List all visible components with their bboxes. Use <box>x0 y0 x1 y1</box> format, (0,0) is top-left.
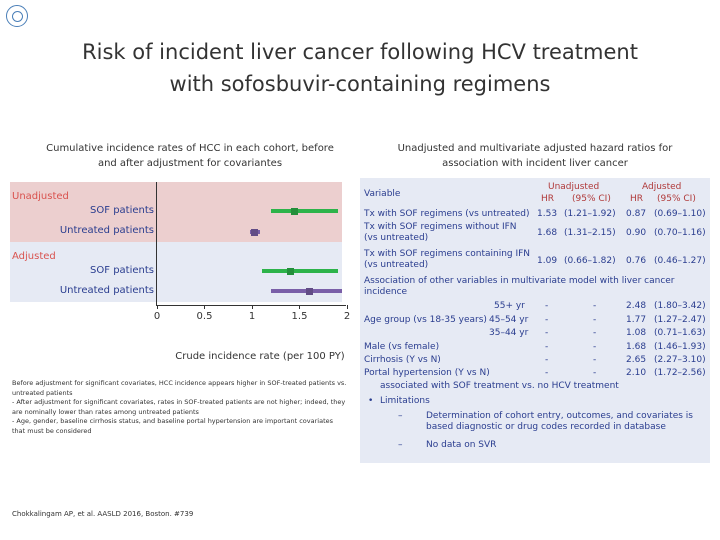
hr-row-a-ci: (0.70–1.16) <box>654 228 706 238</box>
age-row-u-ci: - <box>593 315 597 325</box>
hr-row-u-hr: 1.68 <box>537 228 558 238</box>
group-label-adjusted: Adjusted <box>12 251 56 262</box>
other-row-u-ci: - <box>593 355 597 365</box>
row-label-unadjusted-untreated: Untreated patients <box>59 225 154 236</box>
hr-row-a-ci: (0.69–1.10) <box>654 209 706 219</box>
other-row-a-ci: (1.72–2.56) <box>654 368 706 378</box>
age-row-label: 45–54 yr <box>489 315 529 325</box>
unadjusted-ci-header: (95% CI) <box>572 194 611 204</box>
hr-row-u-ci: (0.66–1.82) <box>564 256 616 266</box>
age-row-label: 55+ yr <box>494 301 525 311</box>
bullet-dot-icon: • <box>368 396 374 406</box>
age-row-label: 35–44 yr <box>489 328 529 338</box>
x-axis-line <box>156 305 346 306</box>
age-row-a-hr: 2.48 <box>626 301 647 311</box>
other-row-a-hr: 2.65 <box>626 355 647 365</box>
dash-icon: – <box>398 440 403 450</box>
hr-row-u-hr: 1.09 <box>537 256 558 266</box>
adjusted-hr-header: HR <box>630 194 644 204</box>
right-heading: Unadjusted and multivariate adjusted haz… <box>397 143 673 169</box>
x-tick-mark <box>204 305 205 309</box>
slide-title: Risk of incident liver cancer following … <box>0 36 720 100</box>
left-heading: Cumulative incidence rates of HCC in eac… <box>46 143 334 169</box>
estimate-point <box>251 228 259 236</box>
x-tick-mark <box>346 305 348 309</box>
dash-icon: – <box>398 411 403 421</box>
adjusted-header: Adjusted <box>642 182 682 192</box>
estimate-point <box>291 207 299 215</box>
hr-row-a-hr: 0.90 <box>626 228 647 238</box>
age-row-u-ci: - <box>593 301 597 311</box>
age-row-u-hr: - <box>545 328 549 338</box>
group-label-unadjusted: Unadjusted <box>12 191 69 202</box>
other-row-label: Cirrhosis (Y vs N) <box>364 355 441 365</box>
unadjusted-header: Unadjusted <box>548 182 600 192</box>
other-row-label: Portal hypertension (Y vs N) <box>364 368 490 378</box>
other-row-a-ci: (2.27–3.10) <box>654 355 706 365</box>
row-label-unadjusted-sof: SOF patients <box>90 205 154 216</box>
hr-row-u-ci: (1.31–2.15) <box>564 228 616 238</box>
other-row-label: Male (vs female) <box>364 342 440 352</box>
y-axis-line <box>156 182 157 306</box>
x-axis-title: Crude incidence rate (per 100 PY) <box>175 351 345 362</box>
unadjusted-hr-header: HR <box>541 194 555 204</box>
other-row-u-hr: - <box>545 355 549 365</box>
limitation-1: Determination of cohort entry, outcomes,… <box>426 411 693 432</box>
x-tick-label: 0.5 <box>196 311 213 322</box>
x-tick-mark <box>299 305 300 309</box>
age-group-label: Age group (vs 18-35 years) <box>364 315 487 325</box>
other-row-a-ci: (1.46–1.93) <box>654 342 706 352</box>
x-tick-label: 1 <box>248 311 256 322</box>
other-row-a-hr: 1.68 <box>626 342 647 352</box>
other-row-u-hr: - <box>545 342 549 352</box>
age-row-u-hr: - <box>545 315 549 325</box>
hr-row-a-hr: 0.76 <box>626 256 647 266</box>
age-row-u-ci: - <box>593 328 597 338</box>
hr-row-u-hr: 1.53 <box>537 209 558 219</box>
adjusted-ci-header: (95% CI) <box>657 194 696 204</box>
limitation-2: No data on SVR <box>426 440 497 450</box>
notes-block: Before adjustment for significant covari… <box>12 379 347 436</box>
age-row-u-hr: - <box>545 301 549 311</box>
variable-header: Variable <box>364 189 401 199</box>
age-row-a-hr: 1.77 <box>626 315 647 325</box>
age-row-a-ci: (0.71–1.63) <box>654 328 706 338</box>
hr-row-u-ci: (1.21–1.92) <box>564 209 616 219</box>
other-row-u-hr: - <box>545 368 549 378</box>
other-row-u-ci: - <box>593 342 597 352</box>
ci-line <box>271 209 338 213</box>
hr-row-label: Tx with SOF regimens without IFN (vs unt… <box>364 222 517 243</box>
hr-row-a-hr: 0.87 <box>626 209 647 219</box>
ci-line <box>261 269 338 273</box>
row-label-adjusted-untreated: Untreated patients <box>59 285 154 296</box>
x-tick-label: 0 <box>153 311 161 322</box>
row-label-adjusted-sof: SOF patients <box>90 265 154 276</box>
title-line-1: Risk of incident liver cancer following … <box>82 40 638 64</box>
bullet-limitations: Limitations <box>380 396 430 406</box>
x-tick-mark <box>156 305 158 309</box>
note-line-2: - After adjustment for significant covar… <box>12 398 346 416</box>
institution-logo <box>6 5 28 27</box>
other-row-a-hr: 2.10 <box>626 368 647 378</box>
age-row-a-ci: (1.80–3.42) <box>654 301 706 311</box>
hr-row-label: Tx with SOF regimens (vs untreated) <box>364 209 530 219</box>
bullet-text-associated: associated with SOF treatment vs. no HCV… <box>380 381 619 391</box>
other-variables-header: Association of other variables in multiv… <box>364 276 675 297</box>
note-line-3: - Age, gender, baseline cirrhosis status… <box>12 417 334 435</box>
x-tick-label: 1.5 <box>291 311 308 322</box>
title-line-2: with sofosbuvir-containing regimens <box>169 72 551 96</box>
estimate-point <box>305 287 313 295</box>
note-line-1: Before adjustment for significant covari… <box>12 379 347 397</box>
hazard-ratio-panel <box>360 178 710 463</box>
citation: Chokkalingam AP, et al. AASLD 2016, Bost… <box>12 510 194 518</box>
hr-row-label: Tx with SOF regimens containing IFN (vs … <box>364 249 531 270</box>
x-tick-label: 2 <box>343 311 351 322</box>
x-tick-mark <box>251 305 253 309</box>
estimate-point <box>286 267 294 275</box>
hr-row-a-ci: (0.46–1.27) <box>654 256 706 266</box>
age-row-a-hr: 1.08 <box>626 328 647 338</box>
other-row-u-ci: - <box>593 368 597 378</box>
age-row-a-ci: (1.27–2.47) <box>654 315 706 325</box>
